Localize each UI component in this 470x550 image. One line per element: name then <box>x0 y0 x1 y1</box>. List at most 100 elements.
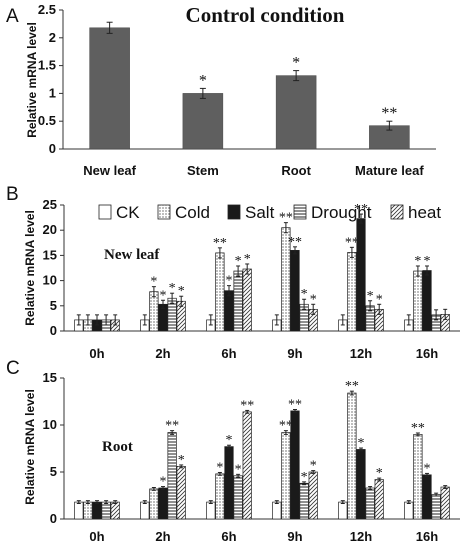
y-tick-label: 5 <box>50 464 57 479</box>
significance-label: * <box>226 433 233 448</box>
significance-label: * <box>244 252 251 267</box>
significance-label: * <box>301 287 308 302</box>
bar-ck <box>404 501 414 520</box>
x-tick-label: 9h <box>287 529 302 544</box>
bar-cold <box>413 434 423 520</box>
significance-label: ** <box>288 235 302 250</box>
bar-ck <box>140 501 150 520</box>
bar-heat <box>374 479 384 520</box>
bar-heat <box>176 466 186 520</box>
x-tick-label: New leaf <box>83 163 136 178</box>
significance-label: ** <box>345 379 359 394</box>
bar <box>182 93 224 150</box>
x-tick-label: Mature leaf <box>355 163 424 178</box>
chart-a-ylabel: Relative mRNA level <box>25 22 39 138</box>
significance-label: * <box>310 459 317 474</box>
legend-label: Salt <box>245 203 275 222</box>
y-tick-label: 5 <box>50 298 57 313</box>
y-tick-label: 0 <box>49 141 56 156</box>
bar-cold <box>83 501 93 520</box>
bar-drought <box>101 501 111 520</box>
x-tick-label: 9h <box>287 346 302 361</box>
significance-label: * <box>367 289 374 304</box>
x-tick-label: Root <box>281 163 311 178</box>
significance-label: * <box>178 453 185 468</box>
bar-drought <box>233 270 243 332</box>
bar-salt <box>290 410 300 520</box>
significance-label: * <box>358 436 365 451</box>
significance-label: * <box>169 281 176 296</box>
bar-heat <box>242 411 252 520</box>
bar-ck <box>206 501 216 520</box>
bar-ck <box>272 501 282 520</box>
x-tick-label: Stem <box>187 163 219 178</box>
significance-label: * <box>216 460 223 475</box>
bar-cold <box>347 392 357 520</box>
significance-label: * <box>292 55 300 72</box>
x-tick-label: 12h <box>350 346 372 361</box>
significance-label: * <box>376 466 383 481</box>
x-tick-label: 16h <box>416 346 438 361</box>
legend-swatch-ck <box>98 204 112 220</box>
chart-c: 0510150h****2h*****6h******9h****12h***1… <box>43 370 460 544</box>
significance-label: ** <box>354 202 368 217</box>
chart-b-legend: CK Cold Salt Drought heat <box>98 203 441 222</box>
significance-label: * <box>160 475 167 490</box>
bar-salt <box>356 218 366 332</box>
y-tick-label: 0 <box>50 511 57 526</box>
chart-b-ylabel: Relative mRNA level <box>23 210 37 326</box>
significance-label: * <box>235 254 242 269</box>
significance-label: * <box>178 284 185 299</box>
significance-label: * <box>226 274 233 289</box>
bar-cold <box>215 252 225 332</box>
bar-salt <box>224 446 234 520</box>
x-tick-label: 6h <box>221 529 236 544</box>
legend-swatch-salt <box>227 204 241 220</box>
y-tick-label: 1.5 <box>38 58 56 73</box>
y-tick-label: 2.5 <box>38 2 56 17</box>
bar-salt <box>422 270 432 332</box>
significance-label: ** <box>381 105 397 122</box>
bar-cold <box>149 488 159 520</box>
legend-label: Drought <box>311 203 372 222</box>
panel-label-b: B <box>6 184 19 205</box>
significance-label: * <box>160 288 167 303</box>
y-tick-label: 15 <box>43 370 57 385</box>
significance-label: * <box>414 254 421 269</box>
bar-cold <box>347 252 357 332</box>
bar-drought <box>365 487 375 520</box>
significance-label: * <box>150 275 157 290</box>
chart-b-annotation: New leaf <box>104 247 160 263</box>
y-tick-label: 0 <box>50 323 57 338</box>
y-tick-label: 25 <box>43 197 57 212</box>
x-tick-label: 12h <box>350 529 372 544</box>
legend-label: heat <box>408 203 441 222</box>
bar-drought <box>167 432 177 520</box>
x-tick-label: 0h <box>89 529 104 544</box>
y-tick-label: 20 <box>43 222 57 237</box>
legend-swatch-heat <box>390 204 404 220</box>
significance-label: * <box>199 72 207 89</box>
legend-swatch-cold <box>157 204 171 220</box>
y-tick-label: 10 <box>43 417 57 432</box>
chart-c-annotation: Root <box>102 439 133 455</box>
significance-label: * <box>376 292 383 307</box>
bar-salt <box>422 474 432 520</box>
bar-heat <box>110 501 120 520</box>
x-tick-label: 2h <box>155 529 170 544</box>
significance-label: ** <box>213 236 227 251</box>
x-tick-label: 0h <box>89 346 104 361</box>
legend-swatch-drought <box>293 204 307 220</box>
significance-label: * <box>424 254 431 269</box>
bar-heat <box>308 471 318 520</box>
significance-label: * <box>310 292 317 307</box>
bar-drought <box>233 475 243 520</box>
significance-label: ** <box>288 397 302 412</box>
y-tick-label: 15 <box>43 247 57 262</box>
significance-label: * <box>424 461 431 476</box>
bar-heat <box>440 486 450 520</box>
bar <box>275 75 317 150</box>
bar-cold <box>215 473 225 520</box>
